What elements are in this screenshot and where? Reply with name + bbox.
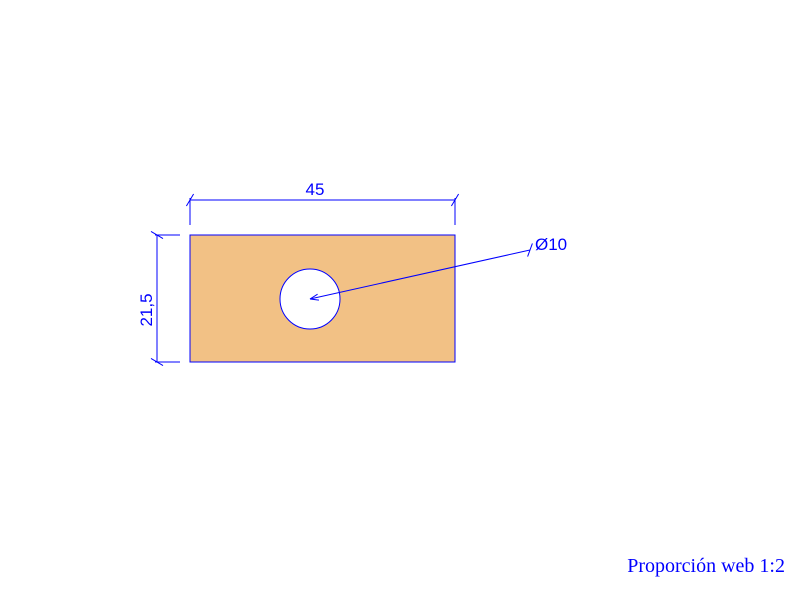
dim-height-label: 21,5 (137, 293, 156, 326)
technical-drawing-svg: 45 21,5 Ø10 Proporción web 1:2 (0, 0, 800, 600)
dim-diameter-label: Ø10 (535, 235, 567, 254)
dim-width-label: 45 (306, 180, 325, 199)
footer-text: Proporción web 1:2 (627, 555, 785, 577)
